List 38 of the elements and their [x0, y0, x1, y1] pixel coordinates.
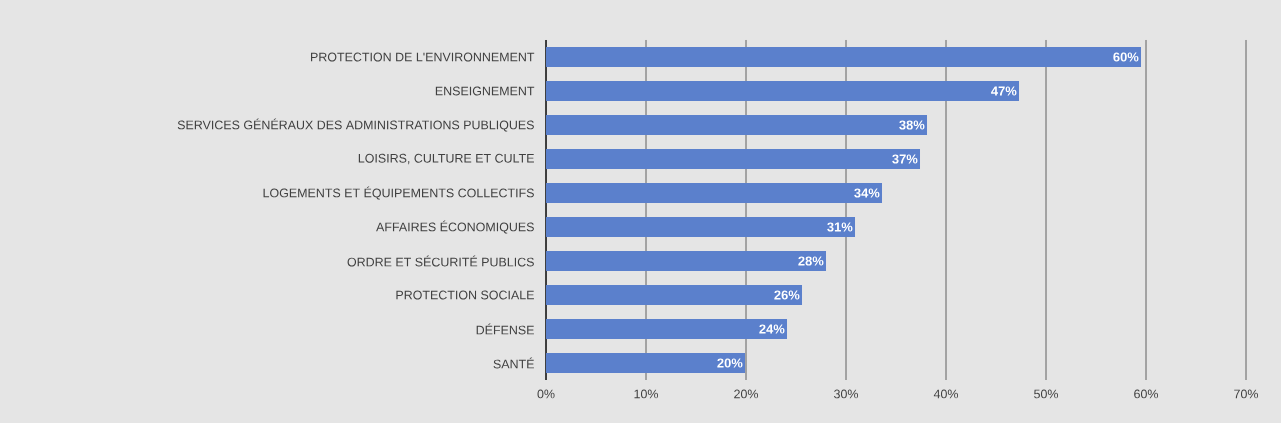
y-tick-label: PROTECTION SOCIALE [396, 290, 534, 300]
bar [546, 353, 746, 373]
bar [546, 285, 803, 305]
y-tick-label: AFFAIRES ÉCONOMIQUES [376, 220, 534, 234]
y-tick-label: DÉFENSE [476, 323, 534, 335]
bar [546, 149, 921, 169]
data-label: 20% [717, 358, 743, 368]
data-label: 28% [798, 256, 824, 266]
data-label: 31% [827, 222, 853, 232]
bar [546, 81, 1020, 101]
x-tick-label: 10% [634, 389, 659, 399]
data-label: 34% [854, 188, 880, 198]
data-label: 26% [774, 290, 800, 300]
y-tick-label: ENSEIGNEMENT [435, 86, 535, 96]
y-tick-label: ORDRE ET SÉCURITÉ PUBLICS [347, 255, 534, 267]
bar [546, 319, 788, 339]
bar [546, 115, 928, 135]
y-tick-label: SANTÉ [493, 357, 534, 369]
x-tick-label: 70% [1234, 389, 1259, 399]
data-label: 24% [759, 324, 785, 334]
data-label: 37% [892, 154, 918, 164]
x-tick-label: 50% [1034, 389, 1059, 399]
data-label: 38% [899, 120, 925, 130]
x-tick-label: 30% [834, 389, 859, 399]
bar [546, 217, 856, 237]
y-tick-label: LOISIRS, CULTURE ET CULTE [358, 153, 534, 165]
y-tick-label: LOGEMENTS ET ÉQUIPEMENTS COLLECTIFS [263, 186, 534, 200]
y-tick-label: SERVICES GÉNÉRAUX DES ADMINISTRATIONS PUBLIQUES [177, 118, 534, 132]
x-tick-label: 60% [1134, 389, 1159, 399]
x-tick-label: 0% [537, 389, 555, 399]
y-tick-label: PROTECTION DE L'ENVIRONNEMENT [311, 52, 535, 62]
data-label: 47% [991, 86, 1017, 96]
x-tick-label: 40% [933, 389, 959, 399]
x-tick-label: 20% [734, 389, 759, 399]
data-label: 60% [1113, 52, 1139, 62]
bar [546, 183, 883, 203]
bar [546, 251, 827, 271]
bar [546, 47, 1142, 67]
